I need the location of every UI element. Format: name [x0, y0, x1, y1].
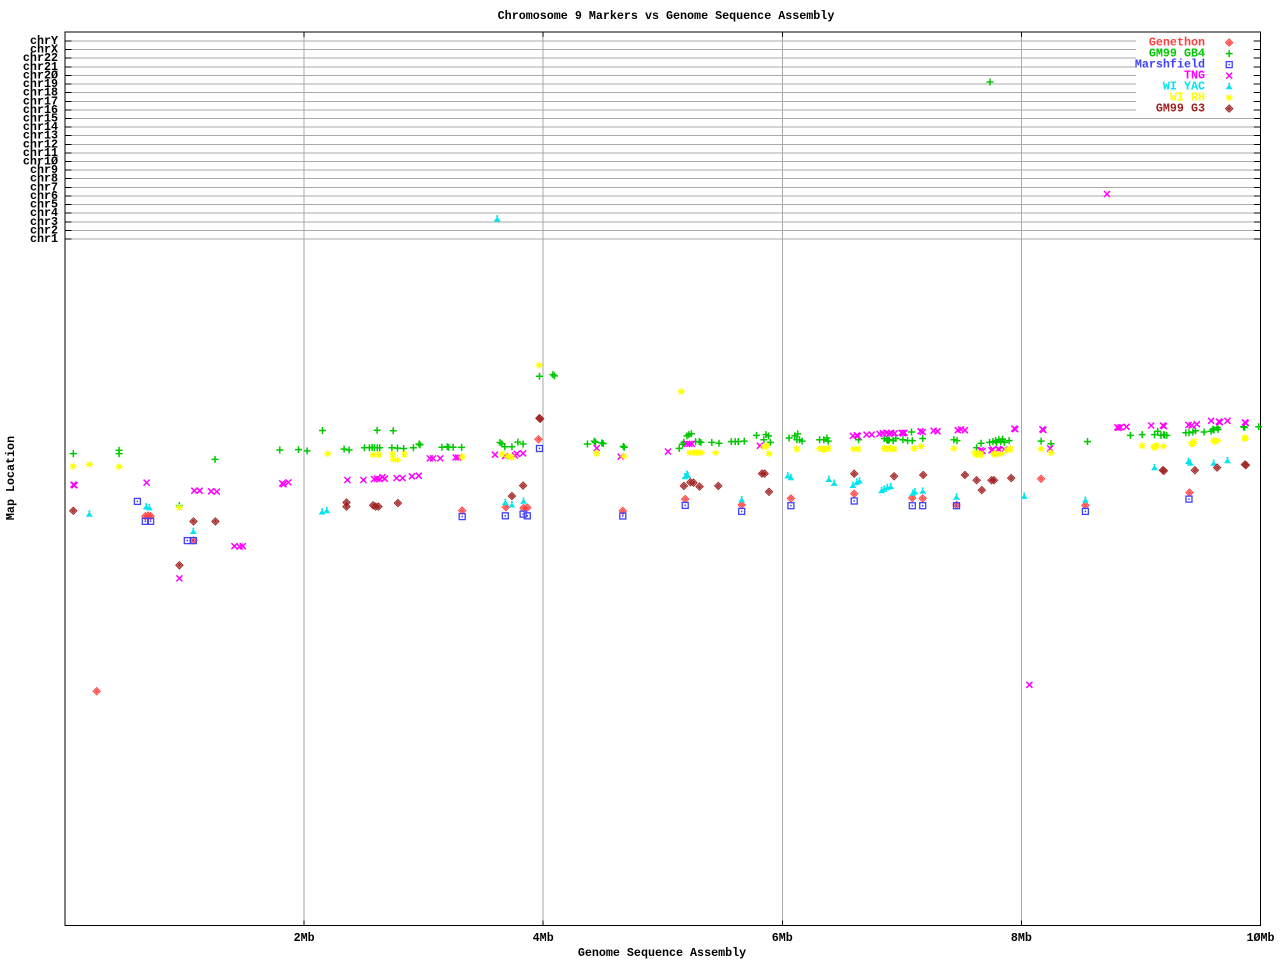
- svg-text:chr2: chr2: [30, 223, 58, 237]
- svg-text:Genome Sequence Assembly: Genome Sequence Assembly: [578, 946, 746, 960]
- svg-text:chr12: chr12: [23, 137, 58, 151]
- svg-text:Marshfield: Marshfield: [1135, 58, 1205, 72]
- svg-text:GM99 GB4: GM99 GB4: [1149, 47, 1205, 61]
- svg-text:chr5: chr5: [30, 198, 58, 212]
- svg-text:2Mb: 2Mb: [294, 931, 315, 945]
- svg-text:GM99 G3: GM99 G3: [1156, 102, 1205, 116]
- svg-text:chr6: chr6: [30, 189, 58, 203]
- svg-text:chr17: chr17: [23, 94, 58, 108]
- svg-text:chr1: chr1: [30, 232, 58, 246]
- svg-text:chr18: chr18: [23, 86, 58, 100]
- svg-text:chr7: chr7: [30, 180, 58, 194]
- svg-text:chr2Ø: chr2Ø: [23, 68, 58, 82]
- svg-text:chr15: chr15: [23, 111, 58, 125]
- svg-text:chr8: chr8: [30, 172, 58, 186]
- svg-text:WI RH: WI RH: [1170, 91, 1205, 105]
- svg-text:chr13: chr13: [23, 129, 58, 143]
- svg-text:chr19: chr19: [23, 77, 58, 91]
- svg-text:chrX: chrX: [30, 43, 59, 57]
- svg-text:6Mb: 6Mb: [772, 931, 793, 945]
- svg-text:chr16: chr16: [23, 103, 58, 117]
- svg-text:1ØMb: 1ØMb: [1246, 931, 1274, 945]
- svg-text:WI YAC: WI YAC: [1163, 80, 1205, 94]
- svg-text:Map Location: Map Location: [4, 436, 18, 520]
- svg-text:chr3: chr3: [30, 215, 58, 229]
- svg-text:chr1Ø: chr1Ø: [23, 155, 58, 169]
- svg-text:Genethon: Genethon: [1149, 36, 1205, 50]
- svg-text:chr11: chr11: [23, 146, 58, 160]
- svg-text:chr9: chr9: [30, 163, 58, 177]
- svg-text:chr22: chr22: [23, 51, 58, 65]
- svg-text:8Mb: 8Mb: [1011, 931, 1032, 945]
- svg-text:TNG: TNG: [1184, 69, 1205, 83]
- svg-text:chrY: chrY: [30, 34, 58, 48]
- svg-text:chr21: chr21: [23, 60, 58, 74]
- svg-text:chr14: chr14: [23, 120, 58, 134]
- svg-text:chr4: chr4: [30, 206, 58, 220]
- svg-text:Chromosome 9 Markers vs Genome: Chromosome 9 Markers vs Genome Sequence …: [498, 9, 835, 23]
- svg-text:4Mb: 4Mb: [533, 931, 554, 945]
